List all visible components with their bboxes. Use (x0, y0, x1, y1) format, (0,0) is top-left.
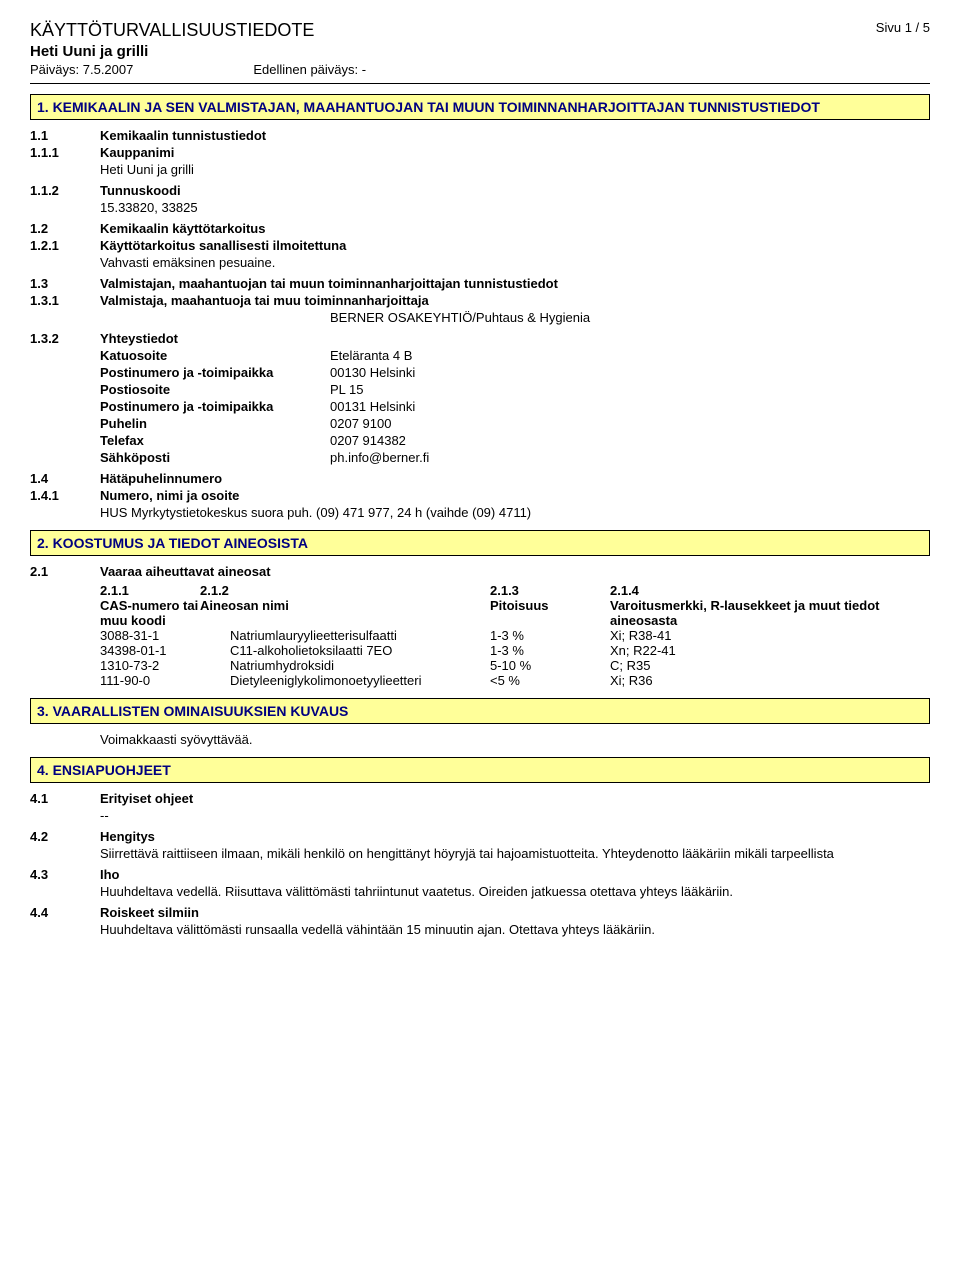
value-1-1-1: Heti Uuni ja grilli (100, 162, 930, 177)
value-1-1-2: 15.33820, 33825 (100, 200, 930, 215)
entry-1-3-1: 1.3.1 Valmistaja, maahantuoja tai muu to… (30, 293, 930, 308)
table-row: 1310-73-2 Natriumhydroksidi 5-10 % C; R3… (100, 658, 930, 673)
section-4-header: 4. ENSIAPUOHJEET (30, 757, 930, 783)
entry-2-1: 2.1 Vaaraa aiheuttavat aineosat (30, 564, 930, 579)
value-4-3: Huuhdeltava vedellä. Riisuttava välittöm… (100, 884, 930, 899)
table-row: 111-90-0 Dietyleeniglykolimonoetyylieett… (100, 673, 930, 688)
value-1-4-1: HUS Myrkytystietokeskus suora puh. (09) … (100, 505, 930, 520)
entry-4-4: 4.4 Roiskeet silmiin (30, 905, 930, 920)
entry-1-4: 1.4 Hätäpuhelinnumero (30, 471, 930, 486)
header-divider (30, 83, 930, 84)
contact-email: Sähköpostiph.info@berner.fi (100, 450, 930, 465)
contact-postal1: Postinumero ja -toimipaikka00130 Helsink… (100, 365, 930, 380)
table-header-nums: 2.1.1 2.1.2 2.1.3 2.1.4 (100, 583, 930, 598)
contact-fax: Telefax0207 914382 (100, 433, 930, 448)
contact-pobox: PostiosoitePL 15 (100, 382, 930, 397)
value-1-3-1: BERNER OSAKEYHTIÖ/Puhtaus & Hygienia (330, 310, 930, 325)
section-3-text: Voimakkaasti syövyttävää. (100, 732, 930, 747)
entry-1-2: 1.2 Kemikaalin käyttötarkoitus (30, 221, 930, 236)
entry-1-1-2: 1.1.2 Tunnuskoodi (30, 183, 930, 198)
entry-4-3: 4.3 Iho (30, 867, 930, 882)
entry-1-1-1: 1.1.1 Kauppanimi (30, 145, 930, 160)
product-name: Heti Uuni ja grilli (30, 43, 366, 60)
value-4-4: Huuhdeltava välittömästi runsaalla vedel… (100, 922, 930, 937)
entry-1-1: 1.1 Kemikaalin tunnistustiedot (30, 128, 930, 143)
date-row: Päiväys: 7.5.2007 Edellinen päiväys: - (30, 62, 366, 77)
entry-4-1: 4.1 Erityiset ohjeet (30, 791, 930, 806)
entry-1-2-1: 1.2.1 Käyttötarkoitus sanallisesti ilmoi… (30, 238, 930, 253)
section-3-header: 3. VAARALLISTEN OMINAISUUKSIEN KUVAUS (30, 698, 930, 724)
entry-4-2: 4.2 Hengitys (30, 829, 930, 844)
entry-1-3-2: 1.3.2 Yhteystiedot (30, 331, 930, 346)
table-row: 34398-01-1 C11-alkoholietoksilaatti 7EO … (100, 643, 930, 658)
entry-1-3: 1.3 Valmistajan, maahantuojan tai muun t… (30, 276, 930, 291)
value-4-2: Siirrettävä raittiiseen ilmaan, mikäli h… (100, 846, 930, 861)
entry-1-4-1: 1.4.1 Numero, nimi ja osoite (30, 488, 930, 503)
table-header-labels: CAS-numero tai muu koodi Aineosan nimi P… (100, 598, 930, 628)
page-number: Sivu 1 / 5 (876, 20, 930, 35)
previous-date: Edellinen päiväys: - (253, 62, 366, 77)
components-table: 2.1.1 2.1.2 2.1.3 2.1.4 CAS-numero tai m… (100, 583, 930, 688)
document-title: KÄYTTÖTURVALLISUUSTIEDOTE (30, 20, 366, 41)
table-row: 3088-31-1 Natriumlauryylieetterisulfaatt… (100, 628, 930, 643)
value-1-2-1: Vahvasti emäksinen pesuaine. (100, 255, 930, 270)
contact-phone: Puhelin0207 9100 (100, 416, 930, 431)
header: KÄYTTÖTURVALLISUUSTIEDOTE Heti Uuni ja g… (30, 20, 930, 83)
contact-postal2: Postinumero ja -toimipaikka00131 Helsink… (100, 399, 930, 414)
section-1-header: 1. KEMIKAALIN JA SEN VALMISTAJAN, MAAHAN… (30, 94, 930, 120)
value-4-1: -- (100, 808, 930, 823)
date: Päiväys: 7.5.2007 (30, 62, 133, 77)
contact-address: KatuosoiteEteläranta 4 B (100, 348, 930, 363)
section-2-header: 2. KOOSTUMUS JA TIEDOT AINEOSISTA (30, 530, 930, 556)
